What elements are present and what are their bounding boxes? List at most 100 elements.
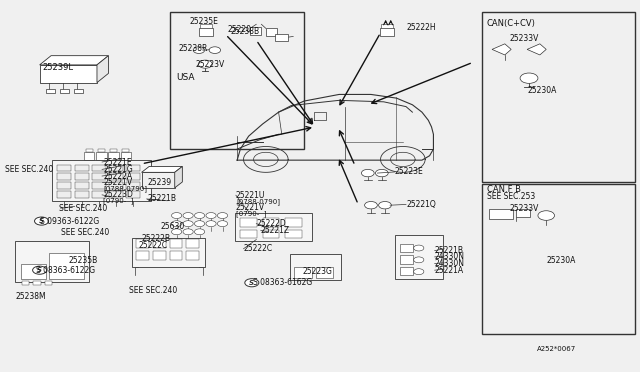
- Text: S 09363-6122G: S 09363-6122G: [40, 217, 99, 225]
- Text: [0788-0790]: [0788-0790]: [236, 198, 280, 205]
- Bar: [250, 27, 261, 35]
- Bar: [92, 191, 106, 198]
- Circle shape: [183, 221, 193, 227]
- Bar: [186, 239, 199, 248]
- Circle shape: [218, 221, 228, 227]
- Text: SEE SEC.240: SEE SEC.240: [61, 228, 109, 237]
- Bar: [126, 173, 140, 180]
- Bar: [285, 230, 301, 238]
- Text: SEE SEC.240: SEE SEC.240: [4, 165, 53, 174]
- Polygon shape: [527, 44, 546, 55]
- Text: 25233V: 25233V: [510, 203, 540, 213]
- Bar: [262, 218, 279, 227]
- Circle shape: [183, 229, 193, 235]
- Bar: [380, 28, 394, 36]
- Circle shape: [413, 257, 424, 263]
- Bar: [170, 13, 304, 149]
- Text: 25238B: 25238B: [231, 27, 260, 36]
- Text: S: S: [39, 218, 44, 224]
- Polygon shape: [175, 166, 182, 188]
- Circle shape: [206, 221, 216, 227]
- Text: 25221G: 25221G: [103, 165, 133, 174]
- Text: 25239: 25239: [148, 178, 172, 187]
- Bar: [153, 251, 166, 260]
- Circle shape: [520, 73, 538, 83]
- Text: 25223V: 25223V: [196, 60, 225, 69]
- Circle shape: [195, 212, 205, 218]
- Bar: [109, 164, 123, 171]
- Circle shape: [376, 169, 388, 177]
- Bar: [74, 89, 83, 93]
- Bar: [33, 281, 41, 285]
- Polygon shape: [40, 56, 108, 65]
- Bar: [109, 173, 123, 180]
- Bar: [22, 281, 29, 285]
- Bar: [92, 182, 106, 189]
- Circle shape: [209, 47, 221, 54]
- Text: 24330N: 24330N: [435, 252, 465, 262]
- Text: 24330N: 24330N: [435, 259, 465, 268]
- Text: 25233V: 25233V: [510, 34, 540, 43]
- Bar: [170, 251, 182, 260]
- Circle shape: [195, 221, 205, 227]
- Text: S 08363-6162G: S 08363-6162G: [253, 278, 312, 287]
- Text: CAN(C+CV): CAN(C+CV): [487, 19, 536, 28]
- Bar: [136, 239, 149, 248]
- Bar: [316, 267, 333, 278]
- FancyBboxPatch shape: [40, 65, 97, 83]
- Bar: [92, 173, 106, 180]
- Bar: [97, 152, 106, 160]
- Bar: [400, 256, 413, 263]
- Text: 25230A: 25230A: [527, 86, 556, 94]
- Circle shape: [193, 47, 205, 54]
- Bar: [75, 191, 89, 198]
- Bar: [122, 149, 129, 152]
- Bar: [58, 182, 72, 189]
- Bar: [58, 191, 72, 198]
- Bar: [45, 281, 52, 285]
- Bar: [60, 89, 69, 93]
- Bar: [483, 184, 636, 334]
- Text: 25221V: 25221V: [236, 203, 265, 212]
- Text: 25223D: 25223D: [103, 190, 133, 199]
- Text: 25221B: 25221B: [148, 195, 177, 203]
- Text: [0790-  ]: [0790- ]: [236, 210, 266, 217]
- Text: 25221Q: 25221Q: [406, 200, 436, 209]
- Bar: [108, 152, 118, 160]
- Circle shape: [379, 202, 392, 209]
- Bar: [285, 218, 301, 227]
- Text: SEE SEC.240: SEE SEC.240: [59, 203, 107, 213]
- Text: 25222A: 25222A: [103, 171, 132, 180]
- Text: 25223G: 25223G: [302, 267, 332, 276]
- Circle shape: [172, 221, 182, 227]
- Text: SEE SEC.240: SEE SEC.240: [129, 286, 177, 295]
- Text: 25223E: 25223E: [394, 167, 423, 176]
- Circle shape: [183, 212, 193, 218]
- Text: [0790-  ]: [0790- ]: [103, 198, 134, 204]
- Text: 25238R: 25238R: [179, 44, 208, 53]
- Text: 25221V: 25221V: [103, 178, 132, 187]
- Circle shape: [413, 269, 424, 275]
- Bar: [400, 267, 413, 275]
- Text: 25222C: 25222C: [244, 244, 273, 253]
- Bar: [262, 230, 279, 238]
- Text: S: S: [250, 280, 254, 286]
- Text: S 08363-6122G: S 08363-6122G: [36, 266, 95, 275]
- Text: CAN.F B: CAN.F B: [487, 185, 521, 194]
- Circle shape: [538, 211, 554, 220]
- Text: 25238M: 25238M: [15, 292, 46, 301]
- Polygon shape: [141, 166, 182, 172]
- Text: 25222D: 25222D: [256, 219, 286, 228]
- Circle shape: [35, 217, 49, 225]
- Bar: [75, 173, 89, 180]
- Text: S: S: [37, 267, 42, 273]
- Bar: [109, 182, 123, 189]
- Text: 25230A: 25230A: [546, 256, 575, 265]
- Text: SEE SEC.253: SEE SEC.253: [487, 192, 535, 201]
- Circle shape: [413, 245, 424, 251]
- Polygon shape: [492, 44, 511, 55]
- Text: 25630: 25630: [161, 222, 185, 231]
- Text: 25239L: 25239L: [43, 63, 74, 72]
- Circle shape: [33, 266, 47, 274]
- Bar: [395, 235, 443, 279]
